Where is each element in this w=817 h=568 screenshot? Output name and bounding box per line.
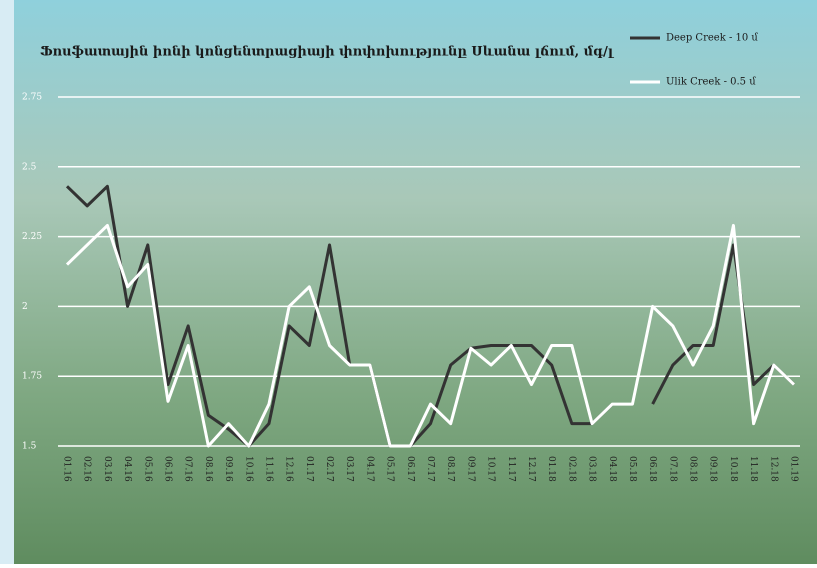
x-tick-label: 06.18 — [647, 456, 657, 482]
y-tick-label: 2.5 — [22, 162, 37, 172]
x-tick-label: 07.16 — [183, 456, 193, 482]
x-tick-label: 04.16 — [122, 456, 132, 482]
x-tick-label: 11.18 — [748, 456, 758, 482]
y-tick-label: 1.75 — [22, 372, 42, 382]
x-tick-label: 02.18 — [566, 456, 576, 482]
x-tick-label: 10.16 — [243, 456, 253, 482]
x-tick-label: 04.17 — [364, 456, 374, 482]
x-tick-label: 03.16 — [102, 456, 112, 482]
x-tick-label: 12.17 — [526, 456, 536, 482]
chart: Ֆոսֆատային իոնի կոնցենտրացիայի փոփոխությ… — [0, 0, 817, 564]
x-tick-label: 04.18 — [607, 456, 617, 482]
x-tick-label: 08.16 — [203, 456, 213, 482]
x-tick-label: 03.18 — [587, 456, 597, 482]
x-tick-label: 02.17 — [324, 456, 334, 482]
x-tick-label: 01.17 — [304, 456, 314, 482]
x-tick-label: 09.16 — [223, 456, 233, 482]
x-tick-label: 06.17 — [405, 456, 415, 482]
x-tick-label: 08.17 — [445, 456, 455, 482]
x-tick-label: 03.17 — [344, 456, 354, 482]
x-tick-label: 10.18 — [728, 456, 738, 482]
x-tick-label: 09.18 — [708, 456, 718, 482]
x-tick-label: 05.17 — [385, 456, 395, 482]
x-tick-label: 01.19 — [789, 456, 799, 482]
x-tick-label: 10.17 — [486, 456, 496, 482]
x-tick-label: 07.17 — [425, 456, 435, 482]
x-tick-label: 08.18 — [688, 456, 698, 482]
x-tick-label: 11.16 — [263, 456, 273, 482]
legend-label: Deep Creek - 10 մ — [666, 33, 758, 44]
x-tick-label: 12.18 — [768, 456, 778, 482]
x-tick-label: 05.16 — [142, 456, 152, 482]
x-tick-label: 05.18 — [627, 456, 637, 482]
y-tick-label: 2.75 — [22, 93, 42, 103]
y-tick-label: 1.5 — [22, 442, 37, 452]
x-tick-label: 07.18 — [667, 456, 677, 482]
chart-title: Ֆոսֆատային իոնի կոնցենտրացիայի փոփոխությ… — [40, 45, 615, 60]
x-tick-label: 01.16 — [62, 456, 72, 482]
x-tick-label: 01.18 — [546, 456, 556, 482]
x-tick-label: 02.16 — [82, 456, 92, 482]
left-edge — [0, 0, 14, 564]
x-tick-label: 09.17 — [465, 456, 475, 482]
legend-label: Ulik Creek - 0.5 մ — [666, 77, 756, 88]
y-tick-label: 2.25 — [22, 232, 42, 242]
x-tick-label: 11.17 — [506, 456, 516, 482]
y-tick-label: 2 — [22, 302, 28, 312]
x-tick-label: 06.16 — [162, 456, 172, 482]
x-tick-label: 12.16 — [284, 456, 294, 482]
